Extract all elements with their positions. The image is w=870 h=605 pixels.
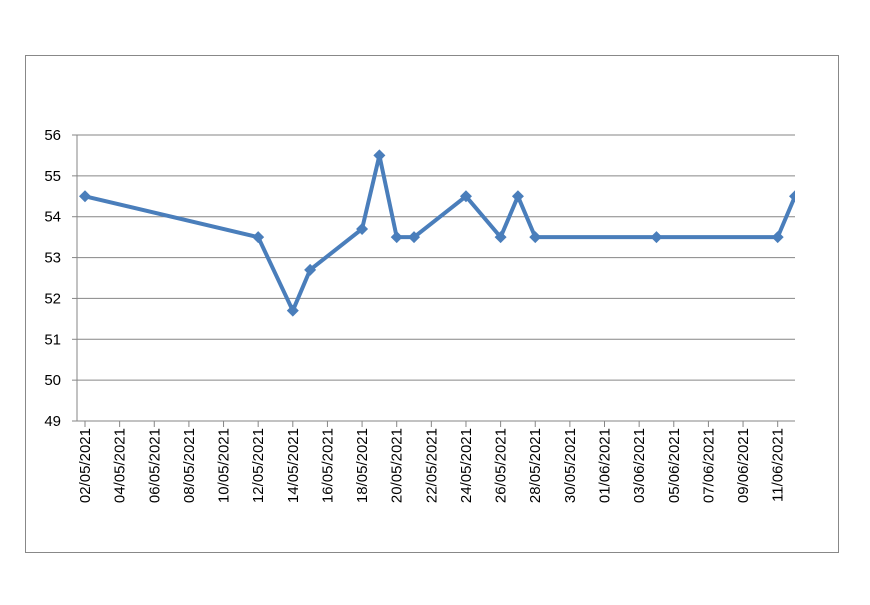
y-tick-label: 52: [44, 290, 61, 307]
x-tick-label: 14/05/2021: [285, 428, 302, 503]
data-point: [529, 231, 542, 244]
x-tick-label: 12/05/2021: [250, 428, 267, 503]
x-tick-label: 04/05/2021: [112, 428, 129, 503]
x-tick-label: 09/06/2021: [735, 428, 752, 503]
x-tick-label: 20/05/2021: [389, 428, 406, 503]
y-tick-label: 49: [44, 413, 61, 430]
y-tick-label: 51: [44, 331, 61, 348]
x-tick-label: 08/05/2021: [181, 428, 198, 503]
x-tick-label: 22/05/2021: [423, 428, 440, 503]
x-tick-label: 30/05/2021: [562, 428, 579, 503]
data-point: [390, 231, 403, 244]
x-tick-label: 06/05/2021: [146, 428, 163, 503]
x-tick-label: 02/05/2021: [77, 428, 94, 503]
x-tick-label: 10/05/2021: [216, 428, 233, 503]
y-tick-label: 53: [44, 250, 61, 267]
data-point: [494, 231, 507, 244]
data-point: [771, 231, 784, 244]
x-tick-label: 26/05/2021: [493, 428, 510, 503]
data-point: [79, 190, 91, 203]
data-point: [511, 190, 524, 203]
data-point: [789, 190, 795, 203]
data-point: [304, 263, 317, 276]
y-tick-label: 55: [44, 168, 61, 185]
data-point: [252, 231, 265, 244]
x-tick-label: 28/05/2021: [527, 428, 544, 503]
x-tick-label: 01/06/2021: [597, 428, 614, 503]
x-tick-label: 07/06/2021: [700, 428, 717, 503]
y-tick-label: 56: [44, 127, 61, 144]
x-tick-label: 11/06/2021: [770, 428, 787, 502]
y-tick-label: 54: [44, 209, 61, 226]
data-point: [459, 190, 472, 203]
x-tick-label: 24/05/2021: [458, 428, 475, 503]
x-tick-label: 05/06/2021: [666, 428, 683, 503]
x-tick-label: 03/06/2021: [631, 428, 648, 503]
y-tick-label: 50: [44, 372, 61, 389]
plot: [79, 149, 795, 317]
data-point: [286, 304, 299, 317]
x-tick-label: 16/05/2021: [319, 428, 336, 503]
data-point: [408, 231, 421, 244]
data-point: [356, 222, 369, 235]
data-point: [373, 149, 386, 162]
data-point: [650, 231, 663, 244]
x-tick-label: 18/05/2021: [354, 428, 371, 503]
chart-frame: [25, 55, 839, 553]
